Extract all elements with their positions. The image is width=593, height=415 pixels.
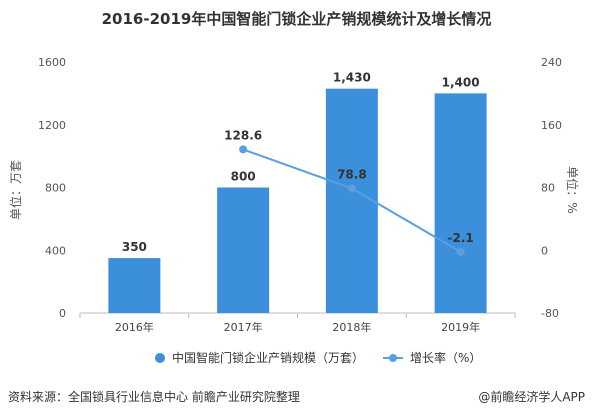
bar: [434, 93, 487, 313]
bar-value-label: 1,430: [333, 71, 371, 85]
legend-marker-bar: [155, 353, 165, 363]
x-tick-label: 2016年: [115, 320, 154, 334]
y-tick-label: 1600: [38, 56, 66, 69]
bar-value-label: 800: [231, 170, 256, 184]
left-axis: 0 400 800 1200 1600: [38, 56, 66, 320]
y2-tick-label: -80: [541, 307, 559, 320]
y2-tick-label: 160: [541, 119, 562, 132]
growth-value-label: -2.1: [448, 231, 474, 245]
chart-title: 2016-2019年中国智能门锁企业产销规模统计及增长情况: [101, 10, 492, 28]
y-axis-title: 单位：万套: [8, 160, 23, 220]
legend-label-bar: 中国智能门锁企业产销规模（万套）: [172, 350, 364, 365]
y-tick-label: 0: [59, 307, 66, 320]
legend-label-growth: 增长率（%）: [410, 350, 481, 365]
bar: [217, 187, 270, 313]
x-tick-label: 2019年: [441, 320, 480, 334]
credit-note: @前瞻经济学人APP: [478, 390, 585, 404]
growth-value-label: 128.6: [224, 128, 262, 142]
bar-series: 350 800 1,430 1,400: [108, 71, 487, 313]
growth-point: [347, 184, 356, 193]
x-tick-label: 2018年: [332, 320, 371, 334]
y-tick-label: 800: [45, 182, 66, 195]
x-tick-label: 2017年: [224, 320, 263, 334]
right-axis: -80 0 80 160 240: [541, 56, 562, 320]
legend-marker-growth: [389, 354, 397, 362]
y-tick-label: 400: [45, 244, 66, 257]
line-series: 128.6 78.8 -2.1: [224, 128, 474, 256]
growth-point: [239, 145, 248, 154]
y-tick-label: 1200: [38, 119, 66, 132]
y2-axis-title: 单位：%: [565, 166, 580, 213]
x-axis: 2016年 2017年 2018年 2019年: [79, 312, 516, 334]
y2-tick-label: 80: [541, 182, 555, 195]
bar-value-label: 350: [122, 240, 147, 254]
growth-value-label: 78.8: [337, 167, 367, 181]
bar-value-label: 1,400: [442, 75, 480, 89]
bar: [108, 258, 161, 313]
y2-tick-label: 240: [541, 56, 562, 69]
source-note: 资料来源：全国锁具行业信息中心 前瞻产业研究院整理: [8, 390, 300, 404]
footer: 资料来源：全国锁具行业信息中心 前瞻产业研究院整理 @前瞻经济学人APP: [0, 385, 593, 415]
y2-tick-label: 0: [541, 244, 548, 257]
legend: 中国智能门锁企业产销规模（万套） 增长率（%）: [155, 350, 481, 365]
bar: [325, 88, 378, 313]
growth-point: [456, 247, 465, 256]
